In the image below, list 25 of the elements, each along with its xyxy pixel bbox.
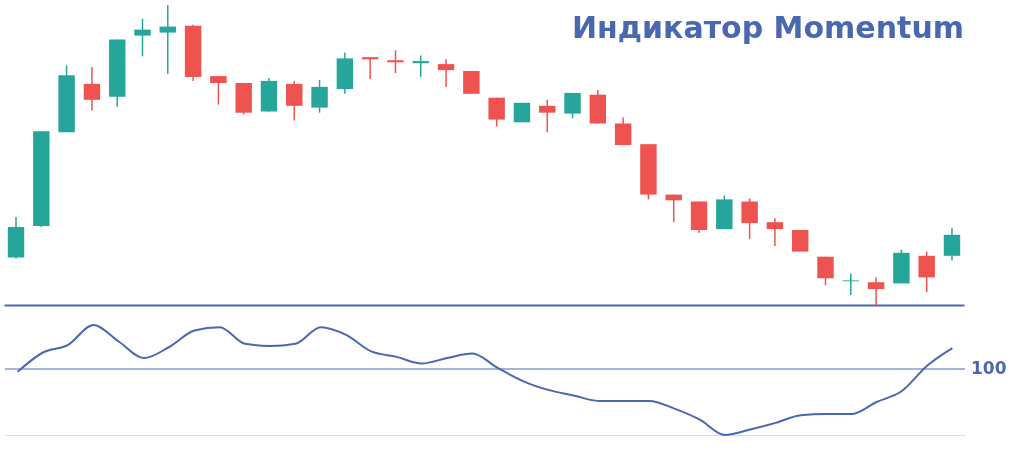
candlestick <box>918 250 935 293</box>
candlestick <box>867 276 885 306</box>
candlestick <box>437 58 455 88</box>
candlestick <box>943 227 961 262</box>
candlestick <box>791 229 809 253</box>
candlestick <box>614 116 632 146</box>
candlestick <box>488 96 505 128</box>
candlestick <box>83 66 101 112</box>
candlestick <box>412 54 429 78</box>
candlestick <box>134 18 151 58</box>
candlestick <box>210 75 227 106</box>
candlestick <box>817 255 834 286</box>
candlestick <box>387 49 404 74</box>
candlestick <box>159 4 177 75</box>
candlestick <box>564 92 581 120</box>
candlestick <box>361 56 379 80</box>
candlestick <box>741 197 758 240</box>
chart-title: Индикатор Momentum <box>572 10 964 46</box>
candlestick <box>842 272 860 296</box>
text: 100 <box>971 358 1007 378</box>
candlestick <box>539 99 556 133</box>
candlestick <box>286 80 303 122</box>
candlestick <box>311 79 328 114</box>
candlestick <box>463 70 480 95</box>
candlestick <box>766 217 784 247</box>
